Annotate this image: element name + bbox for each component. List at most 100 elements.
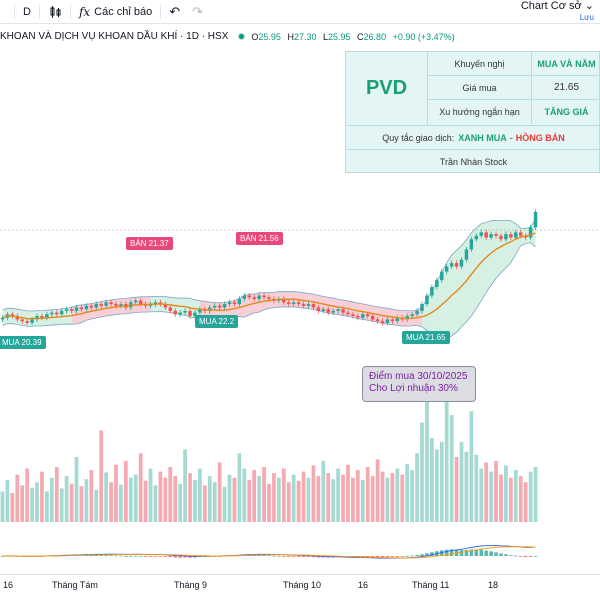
candle-body — [222, 304, 227, 308]
macd-histogram-bar — [301, 556, 306, 557]
candle-body — [385, 319, 390, 323]
volume-bar — [262, 467, 266, 522]
candles-icon[interactable] — [42, 0, 68, 24]
macd-histogram-bar — [124, 555, 128, 557]
indicators-label: Các chỉ báo — [94, 5, 153, 18]
candle-body — [504, 234, 508, 240]
macd-histogram-bar — [459, 550, 464, 556]
chart-layout-button[interactable]: Chart Cơ sở ⌄ Lưu — [521, 1, 594, 23]
candle-body — [336, 309, 340, 311]
macd-histogram-bar — [296, 556, 301, 557]
candle-body — [469, 239, 474, 250]
volume-bar — [49, 477, 54, 522]
candle-body — [25, 321, 29, 323]
macd-histogram-bar — [405, 555, 409, 557]
macd-histogram-bar — [489, 551, 493, 556]
candle-body — [212, 305, 217, 308]
candle-body — [509, 234, 513, 238]
candle-body — [514, 232, 518, 238]
candle-body — [459, 259, 464, 267]
redo-icon[interactable]: ↷ — [192, 3, 204, 19]
candle-body — [134, 300, 138, 303]
candle-body — [282, 298, 286, 303]
volume-bar — [257, 476, 262, 522]
time-axis[interactable]: 16 Tháng Tám Tháng 9 Tháng 10 16 Tháng 1… — [0, 574, 600, 600]
candle-body — [390, 319, 395, 322]
volume-bar — [405, 463, 410, 522]
volume-bar — [415, 453, 419, 522]
volume-bar — [158, 471, 163, 522]
undo-icon[interactable]: ↶ — [169, 3, 181, 19]
candle-body — [252, 297, 256, 299]
moving-average-line — [2, 232, 536, 320]
candle-body — [168, 307, 173, 311]
volume-bar — [523, 482, 528, 522]
macd-histogram-bar — [262, 554, 266, 556]
macd-histogram-bar — [119, 555, 123, 557]
volume-bar — [484, 462, 489, 522]
volume-bar — [40, 471, 44, 522]
macd-histogram-bar — [94, 554, 98, 556]
macd-histogram-bar — [499, 553, 503, 556]
volume-bar — [301, 471, 306, 522]
volume-bar — [513, 470, 518, 522]
candle-body — [420, 304, 424, 311]
macd-histogram-bar — [504, 554, 508, 556]
macd-panel — [0, 545, 538, 559]
volume-bar — [148, 468, 153, 522]
volume-bar — [528, 471, 533, 522]
candle-body — [267, 297, 271, 299]
ohlc-values: O25.95 H27.30 L25.95 C26.80 +0.90 (+3.47… — [251, 31, 455, 42]
macd-histogram-bar — [158, 556, 163, 557]
volume-bar — [207, 476, 212, 522]
macd-histogram-bar — [469, 549, 474, 556]
volume-bar — [143, 480, 148, 522]
x-tick-label: Tháng Tám — [52, 580, 98, 590]
volume-bar — [89, 470, 94, 522]
x-tick-label: Tháng 9 — [174, 580, 208, 590]
interval-button[interactable]: D — [23, 5, 31, 18]
author-credit: Trần Nhàn Stock — [439, 157, 508, 167]
candle-body — [326, 309, 330, 313]
recommendation-table: PVD Khuyến nghị MUA VÀ NẮM Giá mua 21.65… — [345, 51, 600, 173]
macd-histogram-bar — [163, 556, 168, 557]
top-toolbar: D fx Các chỉ báo ↶ ↷ Chart Cơ sở ⌄ Lưu — [0, 0, 600, 24]
candle-body — [479, 232, 483, 236]
volume-bar — [281, 468, 286, 522]
volume-bar — [104, 472, 108, 522]
volume-bar — [474, 454, 479, 522]
x-tick-label: Tháng 11 — [412, 580, 450, 590]
macd-histogram-bar — [311, 556, 316, 558]
candle-body — [40, 316, 44, 318]
macd-histogram-bar — [444, 549, 449, 556]
macd-histogram-bar — [114, 555, 118, 557]
sell-signal-label: BÁN 21.56 — [236, 232, 283, 245]
candle-body — [89, 305, 94, 308]
candle-body — [489, 234, 493, 238]
buy-signal-label: MUA 22.2 — [195, 315, 239, 328]
volume-bar — [232, 477, 237, 522]
indicators-button[interactable]: fx Các chỉ báo — [73, 0, 158, 24]
x-tick-label: Tháng 10 — [283, 580, 322, 590]
candle-body — [395, 317, 400, 322]
volume-bar — [128, 477, 133, 522]
candle-body — [351, 314, 355, 316]
macd-histogram-bar — [479, 549, 483, 556]
volume-bar — [336, 468, 340, 522]
candle-body — [346, 312, 350, 315]
volume-bar — [242, 468, 247, 522]
symbol-search-button[interactable] — [0, 0, 12, 24]
trading-rule: Quy tắc giao dịch: XANH MUA - HỒNG BÁN — [346, 125, 600, 150]
volume-bar — [380, 471, 385, 522]
volume-bar — [375, 459, 380, 522]
price-change: +0.90 (+3.47%) — [392, 31, 455, 42]
volume-bar — [15, 474, 20, 522]
volume-bar — [311, 465, 316, 522]
volume-bar — [198, 468, 202, 522]
macd-histogram-bar — [464, 549, 469, 556]
volume-bar — [341, 474, 345, 522]
candle-body — [104, 302, 108, 306]
macd-histogram-bar — [395, 556, 400, 557]
volume-bar — [459, 441, 464, 522]
